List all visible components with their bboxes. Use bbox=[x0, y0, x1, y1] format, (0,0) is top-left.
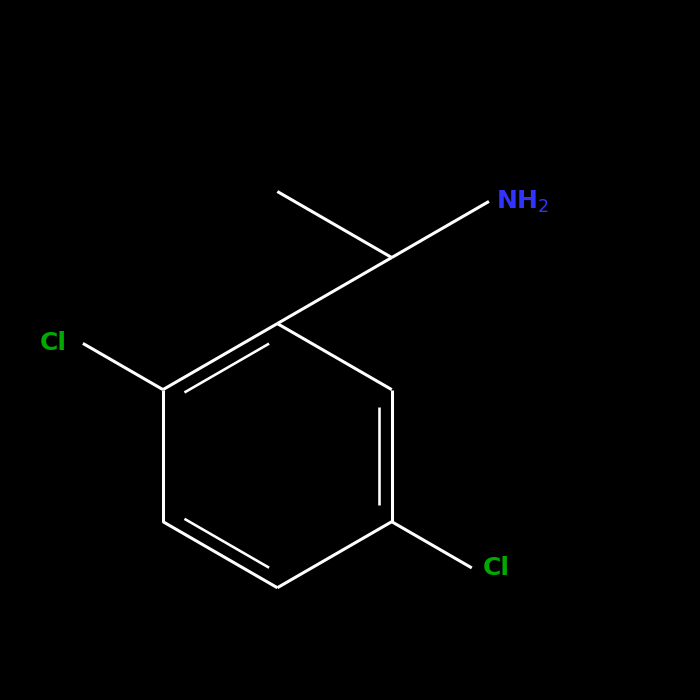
Text: Cl: Cl bbox=[482, 556, 510, 580]
Text: Cl: Cl bbox=[40, 331, 67, 356]
Text: NH$_2$: NH$_2$ bbox=[496, 188, 548, 214]
